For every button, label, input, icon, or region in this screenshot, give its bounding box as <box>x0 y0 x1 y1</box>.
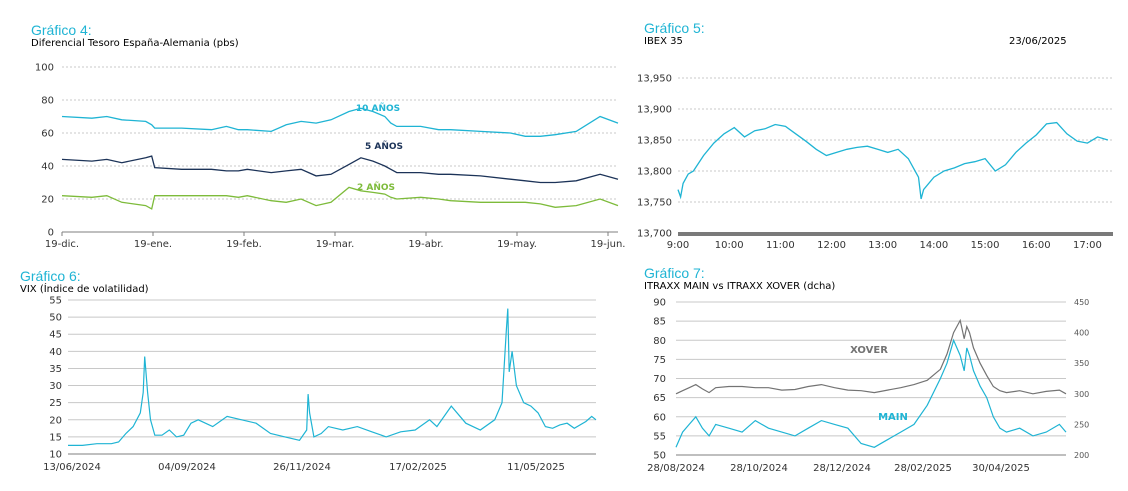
x-tick-label: 10:00 <box>715 240 744 251</box>
x-tick-label: 14:00 <box>919 240 948 251</box>
y-tick-label: 85 <box>653 317 666 328</box>
y-tick-label: 100 <box>35 63 54 74</box>
chart-6-heading: Gráfico 6: <box>20 268 81 284</box>
y2-tick-label: 450 <box>1074 298 1089 307</box>
y-tick-label: 15 <box>49 432 62 443</box>
y2-tick-label: 400 <box>1074 329 1089 338</box>
y-tick-label: 13,900 <box>637 105 672 116</box>
y-tick-label: 25 <box>49 398 62 409</box>
x-tick-label: 15:00 <box>971 240 1000 251</box>
x-tick-label: 19-ene. <box>134 239 172 250</box>
chart-7-heading: Gráfico 7: <box>644 265 705 281</box>
y-tick-label: 30 <box>49 381 62 392</box>
x-tick-label: 28/12/2024 <box>813 463 871 474</box>
y-tick-label: 50 <box>653 451 666 462</box>
y-tick-label: 60 <box>653 412 666 423</box>
series-label: MAIN <box>878 412 908 423</box>
chart-panel-6: Gráfico 6: VIX (Índice de volatilidad) 1… <box>0 262 630 491</box>
x-tick-label: 12:00 <box>817 240 846 251</box>
series-line-1 <box>61 107 619 137</box>
x-tick-label: 30/04/2025 <box>972 463 1030 474</box>
y-tick-label: 13,700 <box>637 229 672 240</box>
x-tick-label: 19-feb. <box>226 239 262 250</box>
series-label: 2 AÑOS <box>357 182 395 193</box>
x-tick-label: 9:00 <box>667 240 689 251</box>
vix-line <box>68 308 597 446</box>
x-axis-bar <box>678 232 1113 236</box>
x-tick-label: 16:00 <box>1022 240 1051 251</box>
x-tick-label: 11/05/2025 <box>507 462 565 473</box>
y-tick-label: 35 <box>49 364 62 375</box>
x-tick-label: 19-abr. <box>408 239 443 250</box>
chart-5-title: IBEX 35 <box>644 36 683 47</box>
x-tick-label: 28/02/2025 <box>894 463 952 474</box>
y-tick-label: 20 <box>41 195 54 206</box>
series-label: XOVER <box>850 345 888 356</box>
chart-panel-4: Gráfico 4: Diferencial Tesoro España-Ale… <box>0 0 630 262</box>
y-tick-label: 20 <box>49 415 62 426</box>
y2-tick-label: 200 <box>1074 451 1089 460</box>
y-tick-label: 55 <box>49 296 62 307</box>
x-tick-label: 26/11/2024 <box>273 462 331 473</box>
y-tick-label: 70 <box>653 374 666 385</box>
y-tick-label: 10 <box>49 450 62 461</box>
x-tick-label: 11:00 <box>766 240 795 251</box>
y-tick-label: 80 <box>653 336 666 347</box>
chart-6-plot: 10 15 20 25 30 35 40 45 50 55 13/06/2024 04/09/2024… <box>43 296 597 473</box>
y2-tick-label: 300 <box>1074 390 1089 399</box>
chart-panel-5: Gráfico 5: IBEX 35 23/06/2025 13,700 13,7… <box>630 0 1128 262</box>
y-tick-label: 60 <box>41 129 54 140</box>
main-line <box>675 338 1067 448</box>
x-tick-label: 13/06/2024 <box>43 462 101 473</box>
ibex-line <box>677 121 1109 200</box>
chart-6-title: VIX (Índice de volatilidad) <box>20 284 149 295</box>
y-tick-label: 75 <box>653 355 666 366</box>
y-tick-label: 0 <box>48 228 54 239</box>
x-tick-label: 17:00 <box>1073 240 1102 251</box>
xover-line <box>675 318 1067 395</box>
chart-7-title: ITRAXX MAIN vs ITRAXX XOVER (dcha) <box>644 281 836 292</box>
y-tick-label: 55 <box>653 431 666 442</box>
x-tick-label: 19-mar. <box>316 239 355 250</box>
x-tick-label: 19-dic. <box>45 239 79 250</box>
series-label: 10 AÑOS <box>356 103 400 114</box>
y-tick-label: 80 <box>41 96 54 107</box>
y-tick-label: 65 <box>653 393 666 404</box>
x-tick-label: 28/10/2024 <box>730 463 788 474</box>
chart-5-date: 23/06/2025 <box>1009 36 1067 47</box>
chart-5-heading: Gráfico 5: <box>644 20 705 36</box>
y-tick-label: 45 <box>49 330 62 341</box>
series-line-3 <box>61 186 619 210</box>
chart-4-heading: Gráfico 4: <box>31 22 92 38</box>
series-label: 5 AÑOS <box>365 141 403 152</box>
chart-5-plot: 13,700 13,750 13,800 13,850 13,900 13,950 9:00… <box>637 74 1113 251</box>
x-tick-label: 13:00 <box>868 240 897 251</box>
chart-7-plot: 50 55 60 65 70 75 80 85 90 200 250 300 350 400 450 28/0… <box>647 298 1089 475</box>
chart-4-plot: 0 20 40 60 80 100 19-dic. 19-ene. 19-feb. 19-mar.… <box>35 63 626 251</box>
chart-4-title: Diferencial Tesoro España-Alemania (pbs) <box>31 38 239 49</box>
y-tick-label: 13,950 <box>637 74 672 85</box>
x-tick-label: 28/08/2024 <box>647 463 705 474</box>
chart-panel-7: Gráfico 7: ITRAXX MAIN vs ITRAXX XOVER (… <box>630 262 1128 491</box>
y-tick-label: 13,800 <box>637 167 672 178</box>
y2-tick-label: 350 <box>1074 359 1089 368</box>
x-tick-label: 19-jun. <box>591 239 626 250</box>
y-tick-label: 13,750 <box>637 198 672 209</box>
y-tick-label: 50 <box>49 313 62 324</box>
x-tick-label: 17/02/2025 <box>389 462 447 473</box>
series-line-2 <box>61 155 619 184</box>
y-tick-label: 40 <box>49 347 62 358</box>
y2-tick-label: 250 <box>1074 420 1089 429</box>
y-tick-label: 40 <box>41 162 54 173</box>
x-tick-label: 04/09/2024 <box>158 462 216 473</box>
y-tick-label: 90 <box>653 298 666 309</box>
x-tick-label: 19-may. <box>497 239 537 250</box>
y-tick-label: 13,850 <box>637 136 672 147</box>
